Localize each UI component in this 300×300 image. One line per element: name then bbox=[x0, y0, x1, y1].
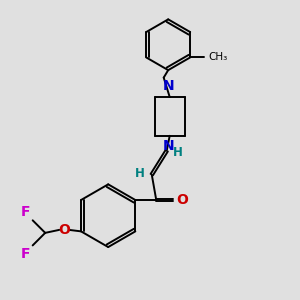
Text: O: O bbox=[59, 223, 70, 237]
Text: N: N bbox=[162, 140, 174, 153]
Text: CH₃: CH₃ bbox=[208, 52, 227, 62]
Text: O: O bbox=[177, 193, 188, 207]
Text: F: F bbox=[21, 247, 30, 261]
Text: F: F bbox=[21, 205, 30, 219]
Text: N: N bbox=[162, 80, 174, 93]
Text: H: H bbox=[173, 146, 183, 159]
Text: H: H bbox=[135, 167, 145, 180]
